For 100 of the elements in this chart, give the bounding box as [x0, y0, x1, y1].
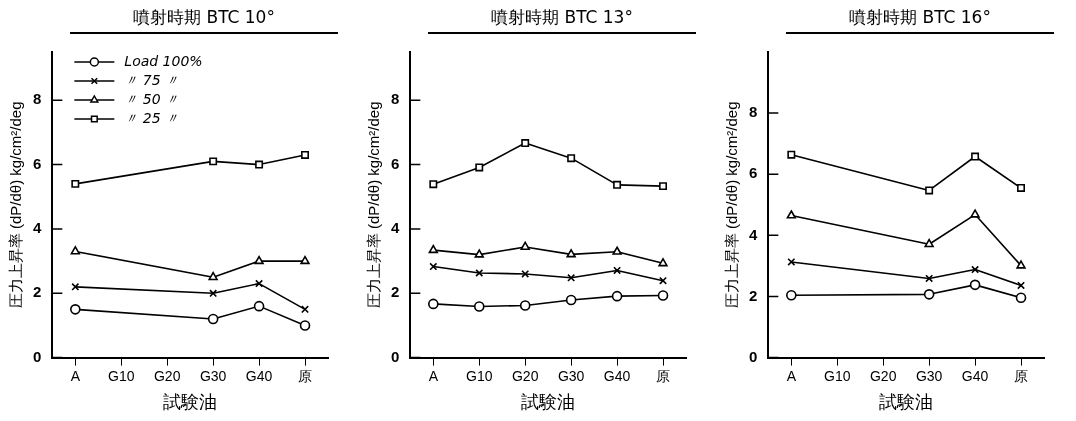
chart-title: 噴射時期 BTC 10° — [70, 6, 338, 34]
point — [255, 279, 264, 288]
point — [255, 160, 264, 169]
point — [475, 269, 484, 277]
point — [611, 290, 623, 302]
point — [474, 249, 484, 258]
legend-label: 〃 50 〃 — [124, 90, 180, 107]
y-tick-label: 2 — [749, 286, 758, 304]
point — [969, 279, 981, 291]
legend-label: 〃 25 〃 — [124, 109, 180, 126]
point — [787, 257, 796, 266]
point — [253, 300, 265, 312]
point — [567, 154, 576, 163]
point — [657, 290, 669, 301]
point — [659, 182, 668, 191]
x-tick-label: G10 — [824, 367, 851, 384]
point — [521, 269, 530, 278]
point — [925, 274, 934, 283]
chart-title: 噴射時期 BTC 13° — [428, 6, 696, 34]
legend-label: 〃 75 〃 — [124, 71, 180, 88]
x-tick-label: G40 — [961, 367, 989, 384]
y-tick-label: 8 — [391, 90, 400, 108]
y-tick-label: 6 — [33, 154, 42, 172]
x-axis-title: 試験油 — [163, 392, 218, 413]
point — [612, 246, 622, 255]
x-tick-label: G30 — [557, 367, 585, 384]
y-tick-label: 6 — [391, 154, 400, 172]
legend-label: Load 100% — [124, 52, 203, 69]
point — [613, 180, 622, 189]
y-tick-label: 2 — [391, 283, 400, 301]
point — [301, 305, 310, 314]
point — [520, 241, 530, 250]
point — [1017, 281, 1026, 290]
point — [658, 258, 668, 267]
y-tick-label: 8 — [749, 103, 758, 121]
point — [299, 320, 311, 331]
point — [429, 180, 438, 189]
y-axis-title: 圧力上昇率 (dP/dθ) kg/cm²/deg — [7, 101, 25, 309]
y-tick-label: 0 — [391, 347, 400, 365]
point — [209, 157, 218, 166]
y-tick-label: 4 — [33, 219, 42, 237]
y-tick-label: 6 — [749, 164, 758, 182]
point — [924, 238, 934, 248]
x-axis-title: 試験油 — [879, 392, 934, 413]
point — [925, 186, 934, 195]
point — [519, 300, 531, 311]
y-axis-title: 圧力上昇率 (dP/dθ) kg/cm²/deg — [365, 101, 383, 309]
x-tick-label: G40 — [245, 367, 273, 384]
point — [971, 152, 980, 161]
point — [71, 179, 80, 188]
point — [207, 313, 219, 325]
point — [208, 271, 218, 281]
point — [787, 150, 796, 159]
point — [786, 289, 797, 301]
point — [301, 150, 310, 159]
x-tick-label: G20 — [869, 367, 897, 384]
point — [970, 209, 980, 218]
x-axis-title: 試験油 — [521, 392, 576, 413]
point — [254, 255, 264, 265]
y-tick-label: 4 — [749, 225, 758, 243]
x-tick-label: A — [786, 367, 797, 384]
x-tick-label: G40 — [603, 367, 631, 384]
point — [613, 266, 622, 275]
point — [971, 265, 980, 274]
point — [473, 301, 485, 312]
point — [1017, 184, 1026, 192]
point — [209, 289, 218, 298]
point — [786, 210, 797, 219]
x-tick-label: G10 — [108, 367, 135, 384]
point — [659, 276, 668, 285]
x-tick-label: G30 — [199, 367, 227, 384]
point — [567, 273, 576, 282]
point — [1015, 292, 1027, 303]
x-tick-label: A — [428, 367, 439, 384]
point — [70, 246, 81, 255]
x-tick-label: A — [70, 367, 81, 384]
x-tick-label: G20 — [153, 367, 181, 384]
point — [428, 298, 439, 310]
y-tick-label: 8 — [33, 90, 42, 108]
y-axis-title: 圧力上昇率 (dP/dθ) kg/cm²/deg — [723, 101, 741, 309]
point — [300, 255, 310, 265]
x-tick-label: 原 — [656, 367, 671, 384]
x-tick-label: G10 — [466, 367, 493, 384]
point — [429, 262, 438, 271]
x-tick-label: G30 — [915, 367, 943, 384]
point — [565, 294, 577, 306]
y-tick-label: 2 — [33, 283, 42, 301]
x-tick-label: 原 — [298, 367, 313, 384]
x-tick-label: G20 — [511, 367, 539, 384]
point — [428, 244, 439, 254]
point — [475, 163, 484, 172]
chart-title: 噴射時期 BTC 16° — [786, 6, 1054, 34]
y-tick-label: 0 — [33, 347, 42, 365]
y-tick-label: 4 — [391, 219, 400, 237]
point — [521, 139, 530, 148]
y-tick-label: 0 — [749, 347, 758, 365]
point — [70, 304, 81, 315]
point — [923, 289, 935, 300]
point — [566, 249, 576, 258]
x-tick-label: 原 — [1014, 367, 1029, 384]
